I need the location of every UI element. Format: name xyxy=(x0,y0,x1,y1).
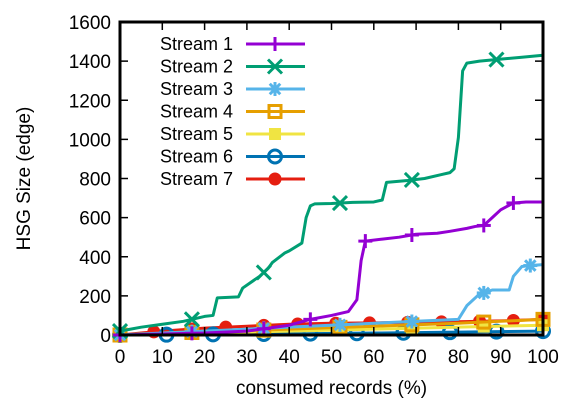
legend-label: Stream 5 xyxy=(160,124,233,144)
y-tick-label: 1000 xyxy=(69,130,111,151)
data-point-marker xyxy=(476,314,492,330)
data-point-marker xyxy=(332,317,347,332)
y-tick-label: 400 xyxy=(79,248,111,269)
x-tick-label: 100 xyxy=(527,347,559,368)
data-point-marker xyxy=(488,51,505,68)
legend-label: Stream 3 xyxy=(160,79,233,99)
legend-item: Stream 5 xyxy=(160,124,305,144)
data-point-marker xyxy=(303,312,318,327)
data-point-marker xyxy=(266,58,284,75)
y-tick-label: 800 xyxy=(79,170,111,191)
legend-item: Stream 3 xyxy=(160,79,305,99)
data-point-marker xyxy=(267,148,283,165)
x-tick-label: 50 xyxy=(321,347,342,368)
y-tick-label: 1400 xyxy=(69,52,111,73)
y-tick-label: 0 xyxy=(100,326,111,347)
data-point-marker xyxy=(256,321,271,336)
legend-item: Stream 7 xyxy=(160,169,305,189)
data-point-marker xyxy=(523,258,538,273)
x-tick-label: 60 xyxy=(363,347,384,368)
data-point-marker xyxy=(268,82,282,96)
axes: 0 10 20 30 40 50 60 70 80 90 100020040060080010001… xyxy=(69,13,559,368)
y-tick-label: 600 xyxy=(79,209,111,230)
legend-label: Stream 4 xyxy=(160,102,233,122)
data-point-marker xyxy=(403,171,420,189)
data-point-marker xyxy=(404,314,419,329)
legend-label: Stream 1 xyxy=(160,34,233,54)
legend-label: Stream 7 xyxy=(160,169,233,189)
x-tick-label: 40 xyxy=(279,347,300,368)
y-tick-label: 200 xyxy=(79,287,111,308)
legend-item: Stream 1 xyxy=(160,34,305,54)
legend-label: Stream 6 xyxy=(160,147,233,167)
x-tick-label: 20 xyxy=(194,347,215,368)
x-tick-label: 90 xyxy=(490,347,511,368)
data-point-marker xyxy=(476,218,491,233)
legend-item: Stream 2 xyxy=(160,57,305,77)
data-point-marker xyxy=(267,104,283,119)
x-tick-label: 30 xyxy=(236,347,257,368)
legend-item: Stream 6 xyxy=(160,147,305,167)
data-point-marker xyxy=(441,324,458,341)
legend-item: Stream 4 xyxy=(160,102,305,122)
data-point-marker xyxy=(404,227,419,242)
series-stream-2 xyxy=(111,51,544,340)
data-point-marker xyxy=(255,264,272,281)
x-tick-label: 80 xyxy=(448,347,469,368)
data-point-marker xyxy=(268,37,282,51)
series-line xyxy=(119,53,544,333)
x-axis-label: consumed records (%) xyxy=(236,378,427,399)
y-tick-label: 1200 xyxy=(69,91,111,112)
x-tick-label: 0 xyxy=(115,347,126,368)
data-point-marker xyxy=(476,285,491,300)
data-point-marker xyxy=(506,195,521,210)
series-line xyxy=(119,200,543,337)
data-point-marker xyxy=(331,195,349,212)
data-point-marker xyxy=(183,311,200,328)
data-point-marker xyxy=(184,326,199,341)
x-tick-label: 10 xyxy=(152,347,173,368)
legend-label: Stream 2 xyxy=(160,57,233,77)
data-point-marker xyxy=(268,172,282,186)
x-tick-label: 70 xyxy=(406,347,427,368)
y-tick-label: 1600 xyxy=(69,13,111,34)
data-point-marker xyxy=(358,234,373,249)
y-axis-label: HSG Size (edge) xyxy=(14,107,35,251)
data-point-marker xyxy=(269,128,281,140)
